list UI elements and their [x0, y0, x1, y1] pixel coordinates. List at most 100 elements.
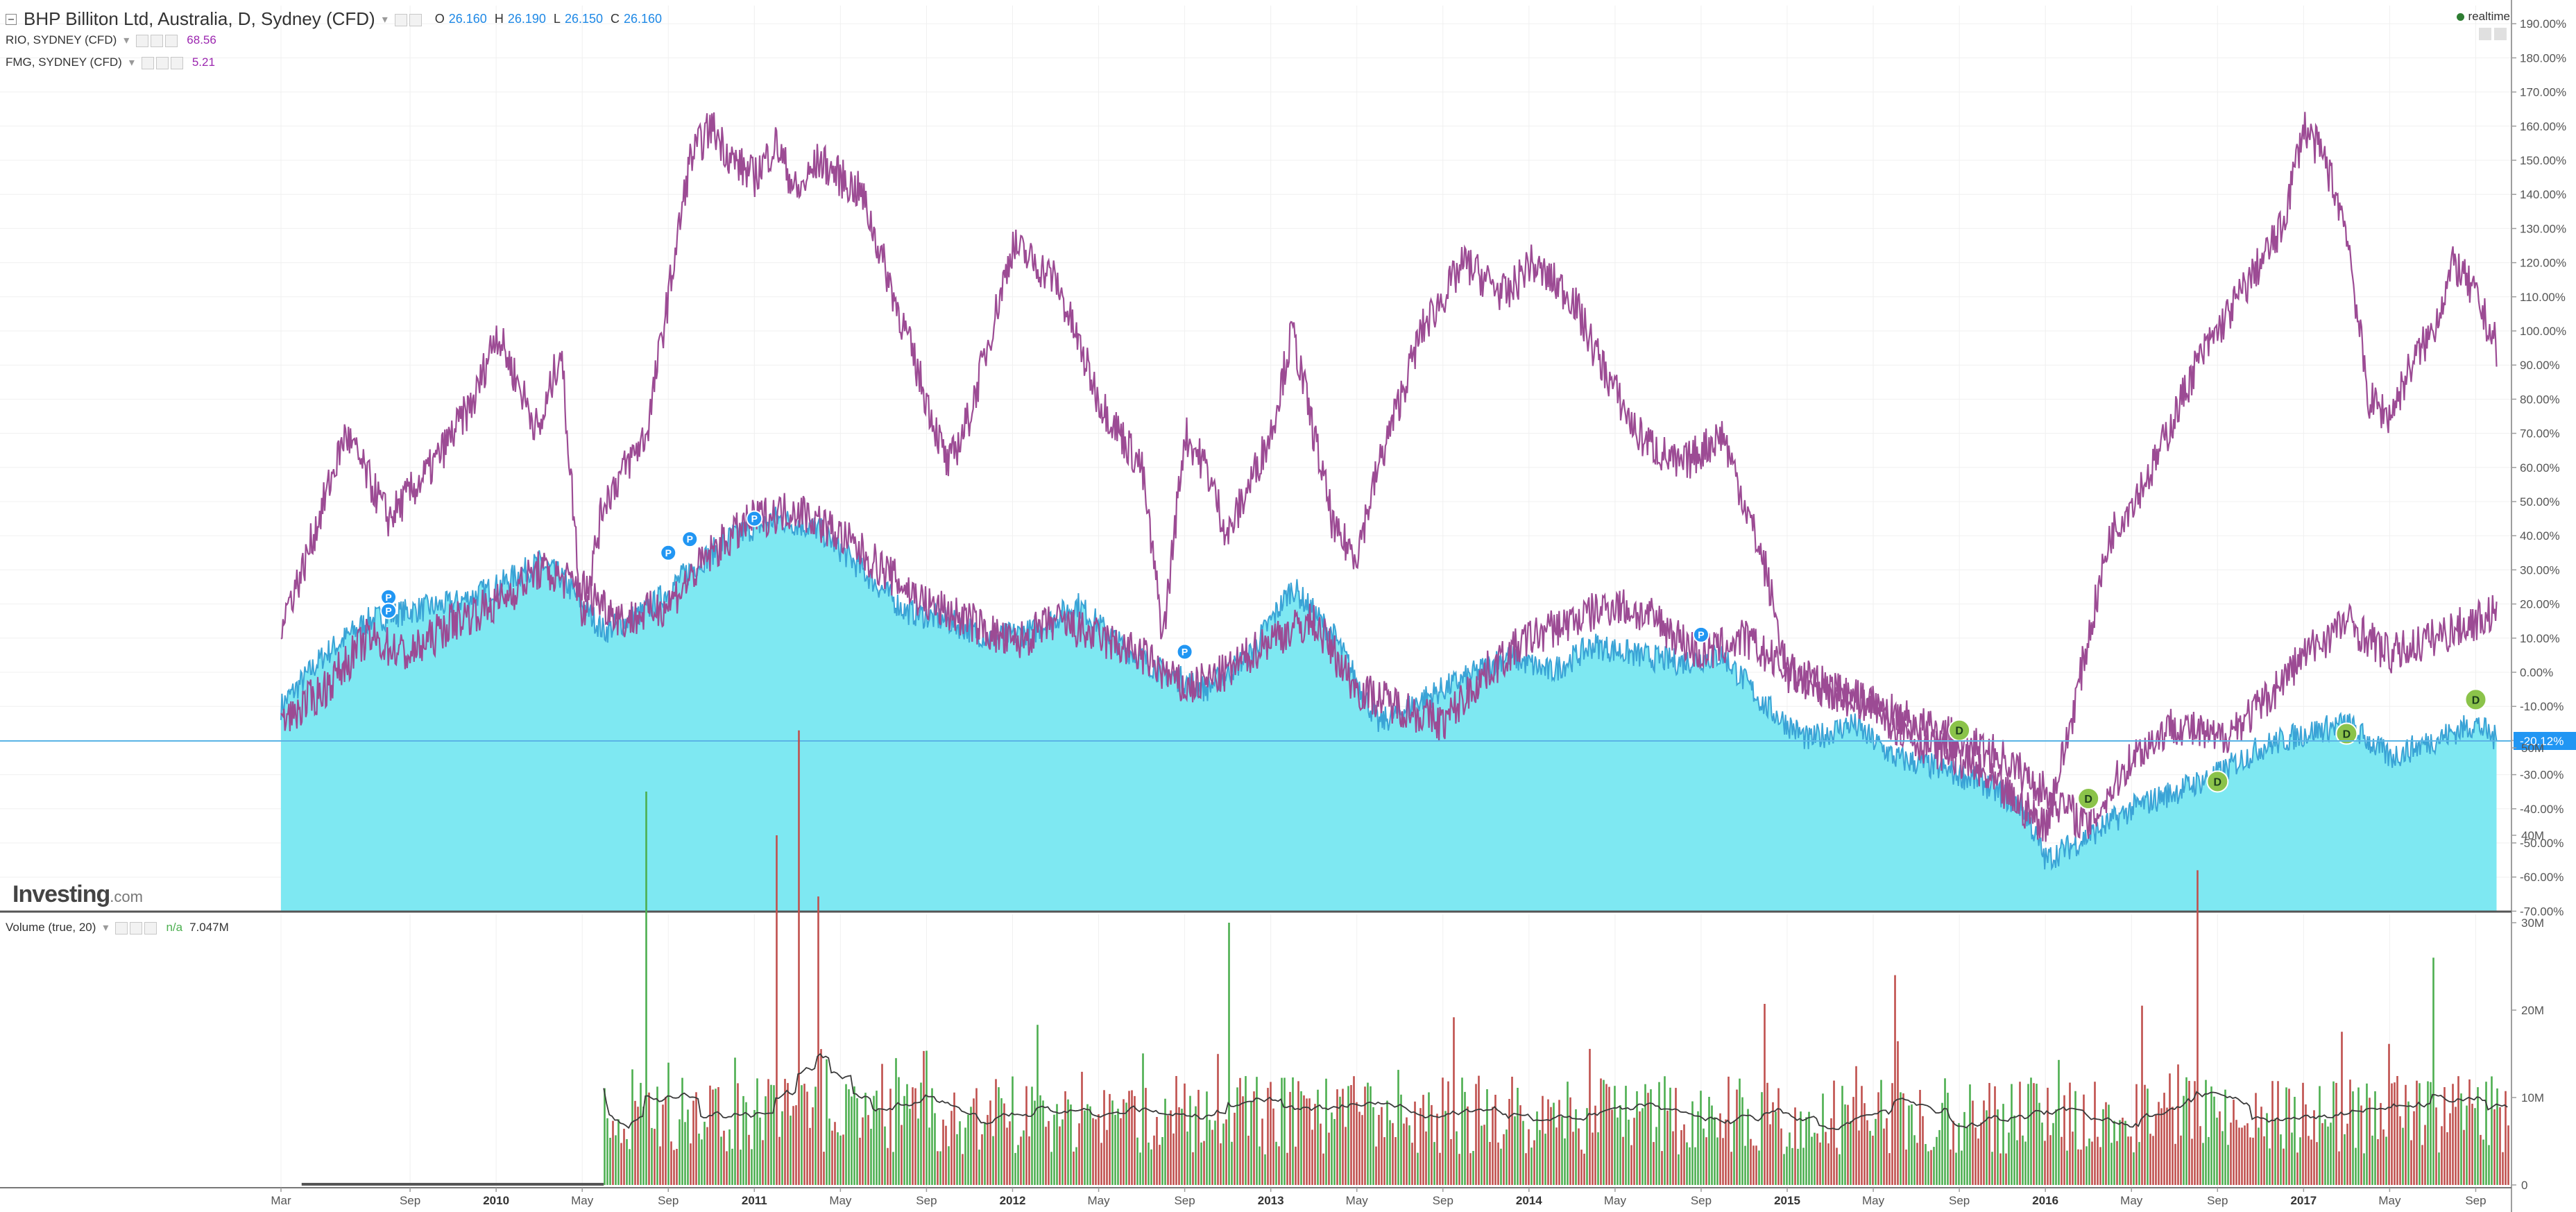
volume-bar	[1239, 1077, 1241, 1185]
volume-bar	[1877, 1092, 1879, 1185]
volume-bar	[953, 1092, 955, 1185]
y-tick-label: -50.00%	[2520, 837, 2564, 850]
volume-bar	[1922, 1116, 1924, 1185]
close-icon[interactable]	[144, 921, 157, 934]
close-icon[interactable]	[170, 56, 183, 69]
volume-bar	[1320, 1123, 1322, 1185]
volume-bar	[2466, 1105, 2468, 1185]
volume-bar	[1658, 1082, 1660, 1185]
volume-bar	[978, 1150, 980, 1185]
settings-icon[interactable]	[394, 14, 407, 27]
volume-bar	[839, 1135, 842, 1185]
collapse-icon[interactable]	[6, 13, 17, 25]
volume-bar	[2183, 1095, 2185, 1185]
volume-bar	[1358, 1111, 1360, 1185]
volume-bar	[776, 835, 778, 1185]
compare-symbol-rio[interactable]: RIO, SYDNEY (CFD)	[6, 33, 117, 46]
volume-bar	[2069, 1082, 2071, 1185]
volume-bar	[673, 1150, 675, 1185]
close-icon[interactable]	[165, 34, 178, 47]
volume-bar	[2310, 1139, 2312, 1185]
volume-bar	[2485, 1082, 2487, 1185]
volume-bar	[1633, 1118, 1635, 1185]
volume-bar	[1131, 1090, 1133, 1185]
volume-bar	[1134, 1095, 1136, 1185]
chevron-down-icon[interactable]: ▾	[103, 922, 109, 934]
y-tick-label: -30.00%	[2520, 769, 2564, 782]
y-tick-label: 120.00%	[2520, 257, 2566, 270]
y-tick-label: 40.00%	[2520, 529, 2560, 543]
volume-bar	[1150, 1149, 1152, 1185]
volume-bar	[1641, 1108, 1644, 1185]
chevron-down-icon[interactable]: ▾	[382, 13, 388, 26]
volume-bar	[1275, 1141, 1277, 1185]
volume-bar	[1272, 1108, 1274, 1185]
chevron-down-icon[interactable]: ▾	[128, 57, 135, 69]
volume-bar	[2094, 1082, 2096, 1185]
volume-y-tick-label: 10M	[2521, 1091, 2544, 1104]
volume-bar	[2249, 1137, 2251, 1185]
volume-bar	[892, 1152, 894, 1185]
volume-bar	[1736, 1089, 1738, 1185]
volume-bar	[1603, 1079, 1605, 1185]
settings-icon[interactable]	[155, 56, 169, 69]
volume-bar	[1847, 1104, 1849, 1185]
volume-bar	[2357, 1087, 2360, 1185]
volume-bar	[2177, 1064, 2179, 1185]
main-symbol[interactable]: BHP Billiton Ltd, Australia, D, Sydney (…	[24, 8, 375, 29]
volume-bar	[1766, 1082, 1768, 1185]
settings-icon[interactable]	[151, 34, 164, 47]
ohlc-value-open: 26.160	[448, 12, 487, 26]
volume-label[interactable]: Volume (true, 20)	[6, 921, 96, 934]
compare-symbol-fmg[interactable]: FMG, SYDNEY (CFD)	[6, 56, 122, 69]
volume-bar	[1536, 1111, 1538, 1185]
compare-controls-fmg	[141, 56, 185, 69]
split-marker-icon	[1176, 643, 1193, 660]
volume-bar	[851, 1096, 853, 1185]
current-value-tag-bg	[2514, 731, 2576, 750]
volume-bar	[1425, 1131, 1427, 1185]
volume-bar	[2316, 1142, 2318, 1185]
volume-bar	[1145, 1088, 1147, 1185]
volume-bar	[1575, 1109, 1577, 1185]
settings-icon[interactable]	[130, 921, 143, 934]
ohlc-value-low: 26.150	[564, 12, 603, 26]
volume-bar	[1042, 1100, 1044, 1185]
x-tick-label: 2016	[2032, 1194, 2058, 1207]
volume-bar	[1722, 1138, 1724, 1185]
volume-bar	[1259, 1146, 1261, 1185]
volume-bar	[1489, 1142, 1491, 1185]
volume-bar	[2294, 1097, 2296, 1185]
close-icon[interactable]	[409, 14, 422, 27]
volume-bar	[781, 1111, 783, 1185]
volume-bar	[1872, 1136, 1874, 1185]
chevron-down-icon[interactable]: ▾	[123, 35, 130, 46]
y-tick-label: 110.00%	[2520, 291, 2566, 304]
volume-bar	[2011, 1084, 2013, 1185]
volume-bar	[998, 1087, 1000, 1185]
pane-down-icon[interactable]	[2479, 28, 2491, 40]
volume-bar	[2163, 1093, 2165, 1185]
volume-bar	[1664, 1076, 1666, 1185]
eye-icon[interactable]	[141, 56, 154, 69]
eye-icon[interactable]	[136, 34, 149, 47]
volume-bar	[2141, 1005, 2143, 1185]
pane-maximize-icon[interactable]	[2494, 28, 2507, 40]
volume-bar	[1783, 1154, 1785, 1185]
volume-bar	[2252, 1137, 2254, 1185]
volume-bar	[2230, 1123, 2232, 1185]
split-marker-icon	[681, 531, 699, 548]
volume-bar	[967, 1114, 969, 1185]
volume-bar	[1583, 1153, 1585, 1185]
y-tick-label: 150.00%	[2520, 154, 2566, 167]
volume-bar	[1375, 1146, 1377, 1185]
realtime-indicator: realtime	[2456, 10, 2510, 24]
volume-bar	[1875, 1118, 1877, 1185]
eye-icon[interactable]	[115, 921, 128, 934]
volume-bar	[1850, 1121, 1852, 1185]
volume-bar	[1963, 1111, 1965, 1185]
volume-bar	[1913, 1135, 1916, 1185]
volume-bar	[1356, 1102, 1358, 1185]
y-tick-label: 20.00%	[2520, 598, 2560, 611]
